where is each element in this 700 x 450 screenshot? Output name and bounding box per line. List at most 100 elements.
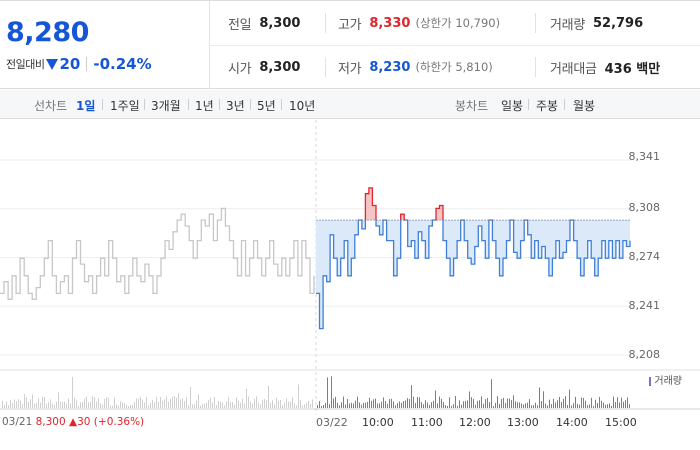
volume-bar (282, 405, 283, 408)
volume-bar (629, 404, 630, 408)
volume-bar (543, 391, 544, 408)
volume-bar (367, 401, 368, 408)
volume-bar (108, 397, 109, 408)
volume-bar (258, 402, 259, 408)
amount-cell: 거래대금 436 백만 (550, 45, 660, 89)
tab-1year[interactable]: 1년 (195, 99, 214, 113)
volume-bar (563, 398, 564, 408)
volume-bar (607, 404, 608, 408)
volume-bar (264, 398, 265, 408)
volume-bar (88, 402, 89, 408)
volume-bar (104, 399, 105, 408)
volume-bar (86, 396, 87, 408)
divider (535, 13, 536, 33)
volume-bar (365, 402, 366, 408)
volume-bar (373, 399, 374, 408)
prev-day-note: 03/21 8,300 ▲30 (+0.36%) (2, 416, 144, 428)
divider (188, 99, 189, 110)
volume-bar (12, 403, 13, 408)
volume-bar (52, 403, 53, 408)
divider (564, 99, 565, 110)
volume-bar (595, 399, 596, 408)
upper-limit: (상한가 10,790) (415, 16, 501, 30)
volume-bar (571, 405, 572, 408)
volume-bar (465, 401, 466, 408)
tab-daily-candle[interactable]: 일봉 (501, 99, 524, 113)
divider (281, 99, 282, 110)
volume-bar (58, 392, 59, 408)
volume-bar (122, 402, 123, 408)
volume-bar (242, 398, 243, 408)
current-price: 8,280 (6, 17, 89, 48)
volume-bar (383, 397, 384, 408)
tab-monthly-candle[interactable]: 월봉 (573, 99, 596, 113)
tab-1week[interactable]: 1주일 (110, 99, 140, 113)
volume-bar (523, 404, 524, 408)
volume-bar (441, 398, 442, 408)
volume-cell: 거래량 52,796 (550, 1, 643, 45)
open-cell: 시가 8,300 (228, 45, 300, 89)
volume-bar (587, 405, 588, 408)
volume-bar (276, 397, 277, 408)
volume-bar (583, 397, 584, 408)
volume-bar (549, 399, 550, 408)
volume-bar (469, 391, 470, 408)
volume-bar (278, 400, 279, 408)
volume-bar (36, 402, 37, 408)
volume-bar (353, 403, 354, 408)
volume-bar (449, 397, 450, 408)
volume-bar (601, 400, 602, 408)
volume-bar (164, 399, 165, 408)
volume-bar (8, 405, 9, 408)
volume-bar (345, 404, 346, 408)
volume-bar (60, 401, 61, 408)
volume-bar (331, 376, 332, 408)
tab-5year[interactable]: 5년 (257, 99, 276, 113)
tab-10year[interactable]: 10년 (289, 99, 316, 113)
volume-bar (210, 397, 211, 408)
tab-1day[interactable]: 1일 (76, 99, 96, 113)
divider (210, 45, 700, 46)
volume-bar (50, 399, 51, 408)
volume-bar (581, 397, 582, 408)
volume-bar (214, 397, 215, 408)
volume-bar (621, 397, 622, 408)
volume-bar (515, 401, 516, 408)
volume-bar (569, 389, 570, 408)
tab-3year[interactable]: 3년 (226, 99, 245, 113)
volume-bar (617, 397, 618, 408)
volume-bar (94, 397, 95, 408)
tab-weekly-candle[interactable]: 주봉 (536, 99, 559, 113)
y-tick-label: 8,308 (628, 201, 661, 214)
volume-bar (573, 403, 574, 408)
prev-day-pct: (+0.36%) (93, 416, 145, 428)
tab-3month[interactable]: 3개월 (151, 99, 181, 113)
volume-bar (445, 405, 446, 408)
volume-bar (395, 405, 396, 408)
volume-bar (190, 386, 191, 408)
volume-bar (613, 396, 614, 408)
volume-bar (124, 403, 125, 408)
volume-bar (130, 405, 131, 408)
today-price-line-below (316, 220, 631, 330)
volume-bar (284, 402, 285, 408)
volume-bar (327, 377, 328, 408)
volume-bar (2, 401, 3, 408)
prev-close-label: 전일 (228, 17, 252, 33)
x-tick-label: 14:00 (556, 416, 588, 429)
volume-bar (415, 402, 416, 408)
volume-bar (435, 390, 436, 408)
volume-bar (180, 399, 181, 408)
volume-bar (204, 403, 205, 408)
volume-bar (286, 398, 287, 408)
volume-bar (411, 385, 412, 408)
volume-bar (505, 403, 506, 408)
y-tick-label: 8,274 (628, 250, 661, 263)
volume-bar (236, 397, 237, 408)
quote-grid: 전일 8,300 고가 8,330 (상한가 10,790) 거래량 52,79… (210, 1, 700, 89)
volume-bar (399, 401, 400, 408)
volume-bar (433, 400, 434, 408)
volume-bar (453, 404, 454, 408)
volume-bar (140, 396, 141, 408)
open-value: 8,300 (259, 59, 301, 75)
